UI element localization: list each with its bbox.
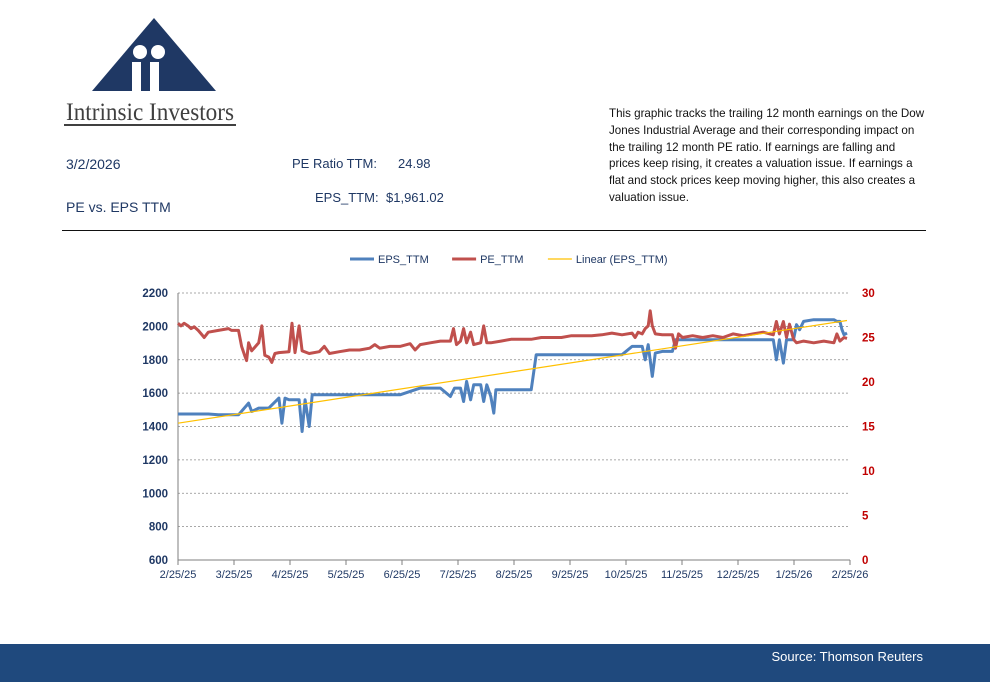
x-tick-label: 5/25/25 bbox=[328, 569, 365, 581]
x-tick-label: 2/25/25 bbox=[160, 569, 197, 581]
x-tick-label: 9/25/25 bbox=[552, 569, 589, 581]
y-right-tick-label: 20 bbox=[862, 377, 875, 389]
y-left-tick-label: 1000 bbox=[142, 488, 168, 500]
eps-label: EPS_TTM: bbox=[315, 190, 379, 205]
legend-label-eps-ttm: EPS_TTM bbox=[378, 254, 429, 266]
report-date: 3/2/2026 bbox=[66, 156, 121, 172]
x-tick-label: 2/25/26 bbox=[832, 569, 869, 581]
x-tick-label: 4/25/25 bbox=[272, 569, 309, 581]
y-left-tick-label: 1400 bbox=[142, 422, 168, 434]
series-line-eps-ttm bbox=[178, 318, 848, 433]
x-tick-label: 6/25/25 bbox=[384, 569, 421, 581]
y-left-tick-label: 1800 bbox=[142, 355, 168, 367]
brand-name: Intrinsic Investors bbox=[66, 99, 234, 126]
x-tick-label: 8/25/25 bbox=[496, 569, 533, 581]
x-tick-label: 7/25/25 bbox=[440, 569, 477, 581]
y-right-tick-label: 10 bbox=[862, 466, 875, 478]
description-text: This graphic tracks the trailing 12 mont… bbox=[609, 107, 925, 204]
footer-bar: Source: Thomson Reuters bbox=[0, 644, 990, 682]
series-line-pe-ttm bbox=[177, 309, 848, 364]
x-tick-label: 10/25/25 bbox=[605, 569, 648, 581]
intrinsic-investors-logo: Intrinsic Investors bbox=[64, 18, 236, 126]
y-left-tick-label: 1200 bbox=[142, 455, 168, 467]
y-right-tick-label: 15 bbox=[862, 422, 875, 434]
x-tick-label: 12/25/25 bbox=[717, 569, 760, 581]
y-left-tick-label: 1600 bbox=[142, 388, 168, 400]
x-tick-label: 3/25/25 bbox=[216, 569, 253, 581]
eps-value: $1,961.02 bbox=[386, 190, 444, 205]
y-left-tick-label: 800 bbox=[149, 522, 168, 534]
pe-ratio-label: PE Ratio TTM: bbox=[292, 156, 378, 171]
header-divider bbox=[62, 230, 926, 231]
legend-label-pe-ttm: PE_TTM bbox=[480, 254, 523, 266]
legend-label-linear-eps-ttm: Linear (EPS_TTM) bbox=[576, 254, 668, 266]
pe-eps-chart: 600 800 1000 1200 1400 1600 1800 2000 2200 0 5 10 15… bbox=[142, 254, 875, 581]
y-left-tick-label: 600 bbox=[149, 555, 168, 567]
y-right-tick-label: 5 bbox=[862, 511, 869, 523]
y-left-tick-label: 2000 bbox=[142, 321, 168, 333]
x-tick-label: 1/25/26 bbox=[776, 569, 813, 581]
x-tick-label: 11/25/25 bbox=[661, 569, 703, 581]
source-credit: Source: Thomson Reuters bbox=[771, 649, 924, 664]
y-left-tick-label: 2200 bbox=[142, 288, 168, 300]
y-right-tick-label: 30 bbox=[862, 288, 875, 300]
y-right-tick-label: 25 bbox=[862, 333, 875, 345]
page-subtitle: PE vs. EPS TTM bbox=[66, 199, 171, 215]
pe-ratio-value: 24.98 bbox=[398, 156, 431, 171]
series-line-linear-eps-ttm bbox=[177, 319, 848, 424]
y-right-tick-label: 0 bbox=[862, 555, 868, 567]
